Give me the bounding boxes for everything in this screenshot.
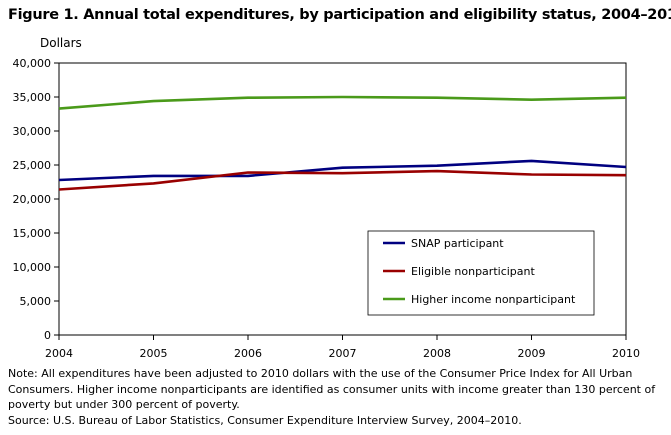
y-axis-label: Dollars bbox=[40, 36, 82, 50]
y-tick-label: 20,000 bbox=[13, 193, 52, 206]
legend-label-1: SNAP participant bbox=[411, 237, 504, 250]
y-tick-label: 10,000 bbox=[13, 261, 52, 274]
source-text: Source: U.S. Bureau of Labor Statistics,… bbox=[8, 413, 522, 427]
series-line-2 bbox=[58, 169, 627, 191]
y-tick-label: 0 bbox=[44, 329, 51, 342]
chart-title: Figure 1. Annual total expenditures, by … bbox=[8, 7, 671, 23]
series-lines bbox=[58, 95, 627, 191]
x-tick-label: 2008 bbox=[423, 347, 451, 360]
x-tick-label: 2009 bbox=[518, 347, 546, 360]
y-tick-label: 5,000 bbox=[20, 295, 52, 308]
y-tick-label: 15,000 bbox=[13, 227, 52, 240]
axes: 0 5,000 10,000 15,000 20,000 25,000 30,000 35,0… bbox=[13, 57, 641, 360]
y-tick-label: 40,000 bbox=[13, 57, 52, 70]
x-tick-label: 2007 bbox=[329, 347, 357, 360]
line-chart: 0 5,000 10,000 15,000 20,000 25,000 30,000 35,0… bbox=[13, 57, 641, 360]
legend: SNAP participant Eligible nonparticipant H… bbox=[367, 230, 595, 316]
figure-notes: Note: All expenditures have been adjuste… bbox=[8, 366, 663, 428]
note-text: Note: All expenditures have been adjuste… bbox=[8, 367, 656, 411]
x-tick-label: 2004 bbox=[45, 347, 73, 360]
y-tick-label: 35,000 bbox=[13, 91, 52, 104]
x-tick-label: 2010 bbox=[612, 347, 640, 360]
legend-label-3: Higher income nonparticipant bbox=[411, 293, 576, 306]
legend-label-2: Eligible nonparticipant bbox=[411, 265, 535, 278]
legend-box bbox=[367, 230, 595, 316]
y-tick-label: 25,000 bbox=[13, 159, 52, 172]
series-line-3 bbox=[58, 95, 627, 110]
x-tick-label: 2006 bbox=[234, 347, 262, 360]
series-line-1 bbox=[58, 159, 627, 182]
x-tick-label: 2005 bbox=[140, 347, 168, 360]
y-tick-label: 30,000 bbox=[13, 125, 52, 138]
